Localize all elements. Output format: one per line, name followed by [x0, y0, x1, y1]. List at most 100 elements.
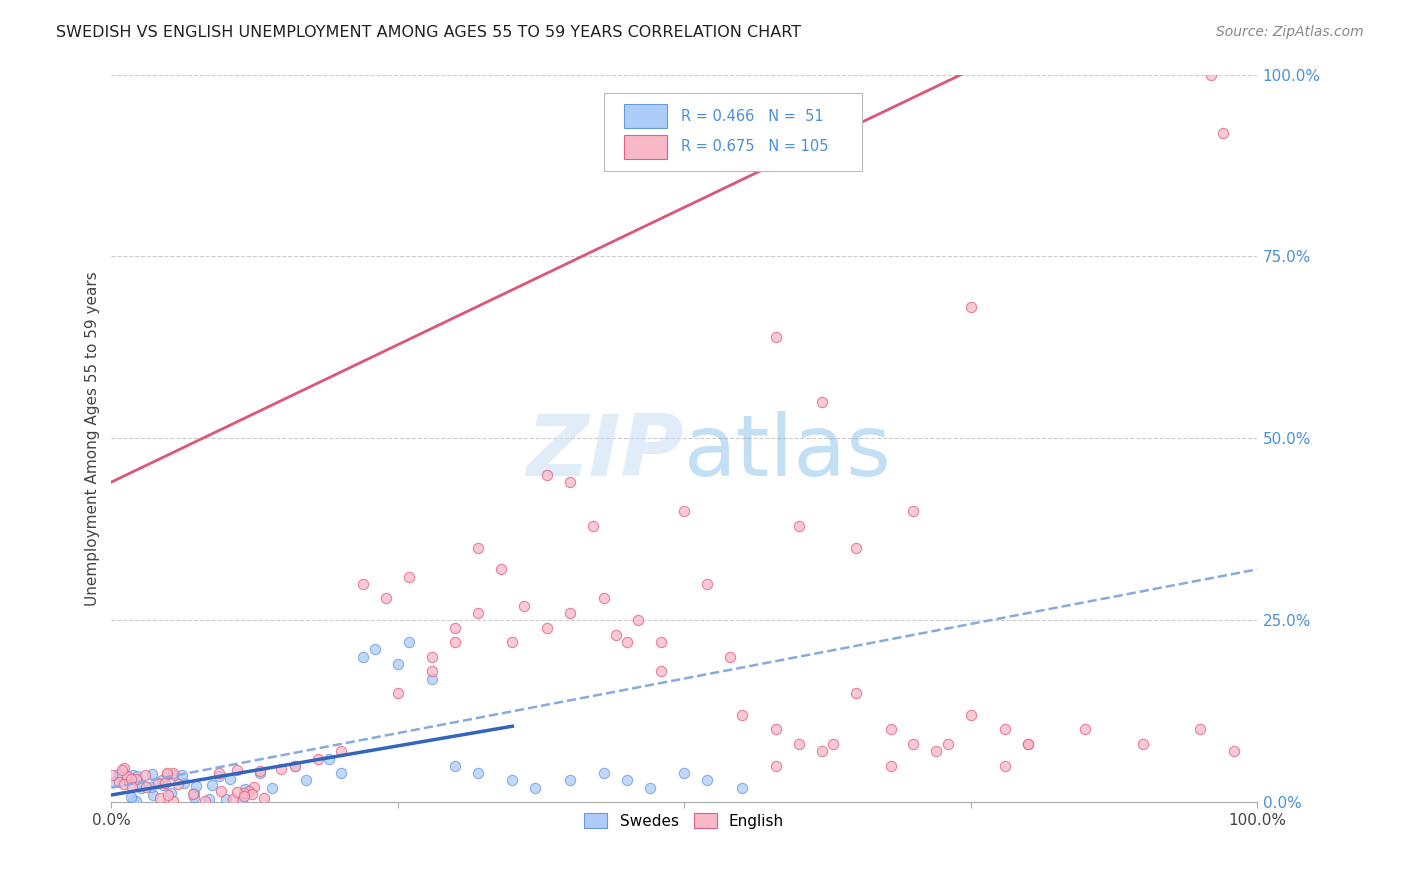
- Point: [173, 776, 195, 790]
- Point: [696, 577, 718, 591]
- Point: [125, 794, 148, 808]
- Point: [501, 773, 523, 788]
- Point: [467, 606, 489, 620]
- Point: [121, 793, 143, 807]
- Point: [605, 628, 627, 642]
- Point: [135, 780, 157, 795]
- Point: [1132, 737, 1154, 751]
- Point: [215, 791, 238, 805]
- Point: [270, 762, 292, 776]
- Point: [112, 777, 135, 791]
- Point: [159, 786, 181, 800]
- Point: [108, 775, 131, 789]
- Point: [810, 744, 832, 758]
- Point: [903, 504, 925, 518]
- Point: [994, 759, 1017, 773]
- Point: [420, 672, 443, 686]
- Point: [101, 768, 124, 782]
- Point: [558, 475, 581, 489]
- Point: [157, 789, 180, 803]
- FancyBboxPatch shape: [605, 93, 862, 171]
- Point: [121, 767, 143, 781]
- Point: [249, 766, 271, 780]
- Point: [936, 737, 959, 751]
- Point: [696, 773, 718, 788]
- Point: [444, 621, 467, 635]
- Point: [181, 787, 204, 801]
- Point: [616, 635, 638, 649]
- Point: [398, 635, 420, 649]
- Y-axis label: Unemployment Among Ages 55 to 59 years: Unemployment Among Ages 55 to 59 years: [86, 271, 100, 606]
- Point: [524, 780, 547, 795]
- Point: [146, 776, 169, 790]
- Text: ZIP: ZIP: [527, 411, 685, 494]
- Point: [156, 767, 179, 781]
- Point: [329, 766, 352, 780]
- Point: [284, 759, 307, 773]
- Point: [925, 744, 948, 758]
- Point: [141, 780, 163, 794]
- Point: [845, 541, 868, 555]
- Point: [253, 791, 276, 805]
- Point: [150, 772, 173, 787]
- Point: [307, 751, 329, 765]
- Point: [650, 665, 672, 679]
- Point: [616, 773, 638, 788]
- Point: [1223, 744, 1246, 758]
- Point: [120, 772, 142, 787]
- Point: [420, 649, 443, 664]
- Point: [398, 569, 420, 583]
- Point: [364, 642, 387, 657]
- Point: [156, 765, 179, 780]
- Point: [231, 794, 253, 808]
- Point: [1212, 126, 1234, 140]
- Point: [1017, 737, 1039, 751]
- Point: [845, 686, 868, 700]
- Point: [673, 766, 696, 780]
- Point: [879, 723, 901, 737]
- Point: [810, 395, 832, 409]
- Point: [149, 791, 172, 805]
- Point: [501, 635, 523, 649]
- Point: [329, 744, 352, 758]
- Point: [318, 751, 340, 765]
- Point: [353, 649, 375, 664]
- Point: [387, 686, 409, 700]
- Text: atlas: atlas: [685, 411, 893, 494]
- Point: [225, 785, 247, 799]
- Point: [823, 737, 845, 751]
- Point: [129, 780, 152, 795]
- Point: [1201, 68, 1223, 82]
- Point: [172, 768, 194, 782]
- Point: [183, 786, 205, 800]
- Text: Source: ZipAtlas.com: Source: ZipAtlas.com: [1216, 25, 1364, 39]
- Point: [787, 737, 810, 751]
- Point: [959, 301, 981, 315]
- Point: [879, 759, 901, 773]
- Text: R = 0.466   N =  51: R = 0.466 N = 51: [681, 109, 824, 123]
- Point: [153, 775, 176, 789]
- Point: [536, 621, 558, 635]
- Point: [128, 778, 150, 792]
- Point: [513, 599, 536, 613]
- Point: [627, 613, 650, 627]
- Point: [489, 562, 512, 576]
- Point: [108, 767, 131, 781]
- Text: R = 0.675   N = 105: R = 0.675 N = 105: [681, 139, 828, 154]
- Point: [208, 769, 231, 783]
- Point: [222, 792, 245, 806]
- Point: [284, 759, 307, 773]
- Point: [718, 649, 741, 664]
- Point: [219, 772, 242, 786]
- Point: [134, 767, 156, 781]
- Point: [141, 767, 163, 781]
- Point: [162, 794, 184, 808]
- Point: [142, 788, 165, 802]
- Point: [249, 764, 271, 778]
- Point: [903, 737, 925, 751]
- Point: [207, 766, 229, 780]
- Point: [730, 780, 752, 795]
- Bar: [623, 135, 666, 159]
- Point: [233, 782, 256, 797]
- Point: [387, 657, 409, 671]
